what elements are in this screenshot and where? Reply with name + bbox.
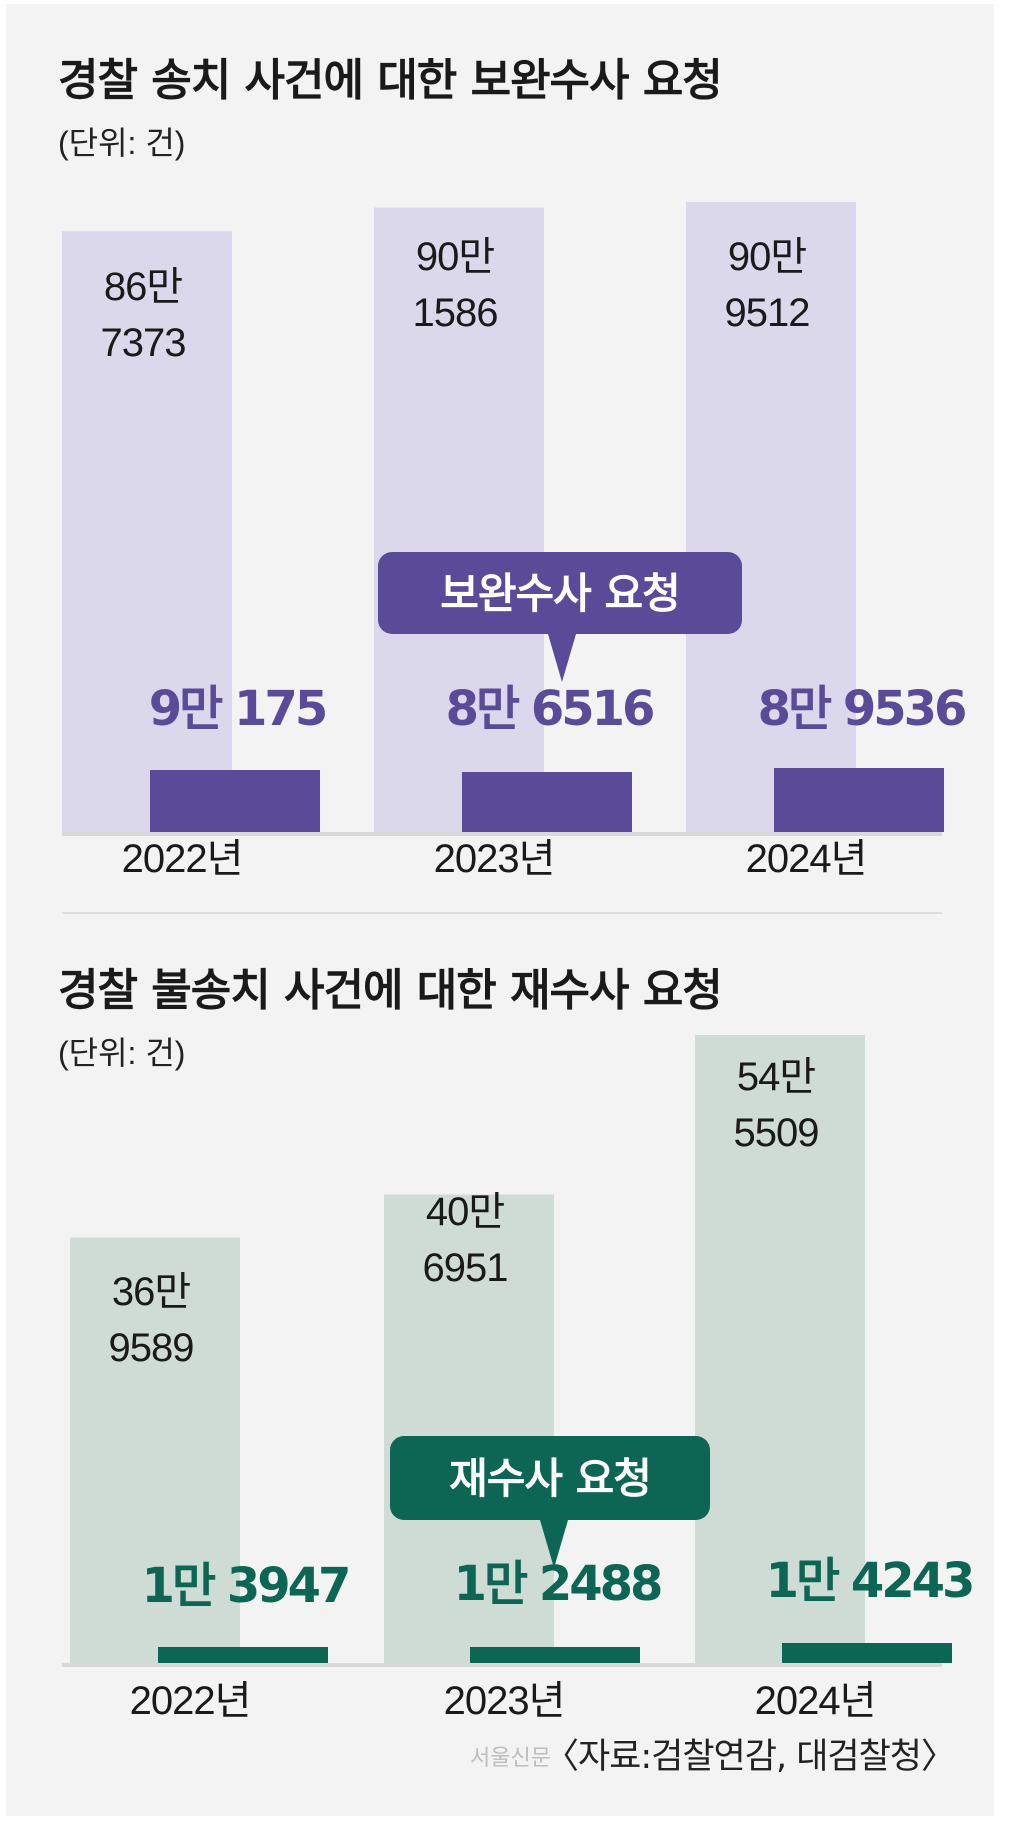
total-value-label-line2: 5509 — [734, 1111, 819, 1155]
x-tick-label: 2024년 — [746, 837, 867, 881]
request-bar — [462, 772, 632, 832]
request-value-label: 9만 175 — [149, 681, 326, 737]
legend-callout-pointer — [548, 634, 576, 682]
baseline — [62, 1663, 942, 1667]
request-bar — [774, 768, 944, 832]
section-divider — [62, 912, 942, 914]
legend-callout-pointer — [540, 1520, 568, 1568]
chart2-unit-label: (단위: 건) — [58, 1035, 186, 1071]
chart1-title: 경찰 송치 사건에 대한 보완수사 요청 — [58, 55, 723, 106]
total-bar — [384, 1194, 554, 1663]
total-value-label-line1: 36만 — [112, 1270, 190, 1314]
chart2-title: 경찰 불송치 사건에 대한 재수사 요청 — [58, 965, 723, 1016]
total-value-label-line1: 90만 — [416, 235, 494, 279]
source-note: 〈자료:검찰연감, 대검찰청〉 — [543, 1737, 956, 1777]
legend-callout-box — [390, 1436, 710, 1520]
total-value-label-line2: 7373 — [101, 321, 186, 365]
total-bar — [62, 231, 232, 832]
total-value-label-line2: 9589 — [109, 1326, 194, 1370]
request-value-label: 1만 3947 — [142, 1558, 349, 1614]
total-value-label-line2: 1586 — [413, 291, 498, 335]
request-bar — [470, 1647, 640, 1663]
total-value-label-line1: 54만 — [737, 1055, 815, 1099]
chart1-unit-label: (단위: 건) — [58, 125, 186, 161]
watermark: 서울신문 — [470, 1746, 551, 1771]
x-tick-label: 2022년 — [122, 837, 243, 881]
legend-callout-box — [378, 552, 742, 634]
x-tick-label: 2024년 — [755, 1679, 876, 1723]
legend-callout-label: 재수사 요청 — [449, 1454, 651, 1503]
x-tick-label: 2023년 — [444, 1679, 565, 1723]
request-bar — [158, 1647, 328, 1663]
total-bar — [686, 202, 856, 832]
request-bar — [150, 770, 320, 832]
request-bar — [782, 1643, 952, 1663]
total-value-label-line2: 9512 — [725, 291, 810, 335]
baseline — [62, 832, 942, 836]
total-value-label-line1: 86만 — [104, 265, 182, 309]
request-value-label: 8만 6516 — [446, 681, 653, 737]
x-tick-label: 2022년 — [130, 1679, 251, 1723]
legend-callout-label: 보완수사 요청 — [440, 569, 679, 618]
total-value-label-line1: 90만 — [728, 235, 806, 279]
request-value-label: 8만 9536 — [758, 681, 965, 737]
total-bar — [374, 207, 544, 832]
request-value-label: 1만 4243 — [766, 1553, 973, 1609]
total-value-label-line1: 40만 — [426, 1190, 504, 1234]
x-tick-label: 2023년 — [434, 837, 555, 881]
request-value-label: 1만 2488 — [454, 1556, 661, 1612]
total-value-label-line2: 6951 — [423, 1246, 508, 1290]
total-bar — [695, 1035, 865, 1663]
total-bar — [70, 1237, 240, 1663]
